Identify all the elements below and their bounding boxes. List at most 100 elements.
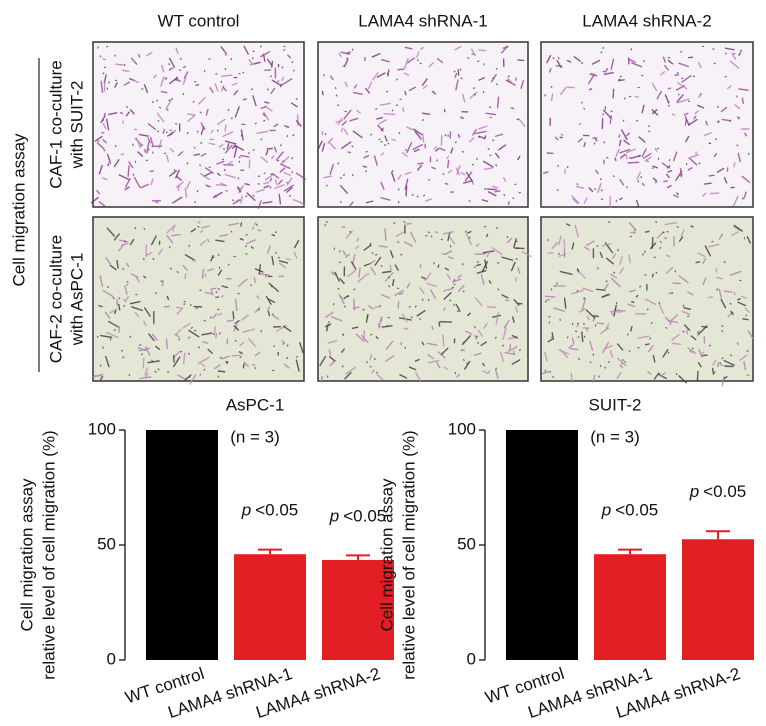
- cell: [507, 78, 514, 86]
- cell: [162, 128, 166, 135]
- cell: [737, 152, 741, 163]
- cell: [254, 268, 264, 273]
- cell: [478, 125, 488, 130]
- cell: [436, 362, 441, 369]
- p-text: <0.05: [703, 483, 746, 502]
- chart-title: SUIT-2: [589, 395, 642, 414]
- cell: [144, 372, 149, 378]
- y-tick-label: 100: [88, 419, 116, 438]
- cell: [98, 164, 103, 175]
- cell: [150, 136, 154, 146]
- cell: [389, 250, 394, 259]
- cell: [721, 357, 724, 360]
- cell: [207, 348, 213, 354]
- cell: [687, 167, 693, 171]
- cell: [506, 236, 509, 238]
- cell: [514, 345, 518, 349]
- cell: [248, 337, 256, 347]
- cell: [554, 136, 559, 141]
- cell: [216, 172, 221, 177]
- cell: [292, 199, 302, 204]
- cell: [652, 354, 656, 363]
- cell: [266, 245, 271, 254]
- cell: [260, 156, 269, 163]
- cell: [711, 367, 715, 375]
- cell: [384, 228, 387, 241]
- cell: [641, 104, 645, 114]
- cell: [720, 106, 728, 113]
- bar: [146, 430, 218, 660]
- cell: [575, 185, 585, 189]
- cell: [574, 224, 579, 238]
- cell: [403, 72, 410, 76]
- cell: [346, 51, 351, 54]
- p-value-label: p <0.05: [689, 483, 746, 502]
- cell: [250, 284, 252, 287]
- cell: [464, 360, 471, 370]
- cell: [244, 183, 251, 186]
- cell: [614, 157, 617, 162]
- cell: [566, 223, 571, 227]
- cell: [242, 363, 245, 369]
- cell: [349, 230, 352, 233]
- cell: [498, 144, 507, 151]
- cell: [697, 330, 700, 337]
- cell: [339, 277, 345, 285]
- cell: [558, 349, 570, 355]
- cell: [264, 101, 270, 104]
- cell: [581, 331, 584, 343]
- cell: [106, 227, 116, 237]
- cell: [255, 189, 265, 193]
- cell: [396, 78, 398, 81]
- cell: [154, 199, 159, 204]
- cell: [102, 177, 108, 181]
- cell: [99, 375, 104, 381]
- cell: [460, 77, 463, 80]
- cell: [341, 120, 347, 126]
- cell: [642, 253, 645, 256]
- cell: [355, 333, 365, 343]
- cell: [337, 287, 340, 290]
- cell: [454, 45, 462, 51]
- cell: [165, 338, 168, 350]
- cell: [701, 351, 705, 355]
- cell: [230, 230, 233, 233]
- cell: [670, 314, 678, 322]
- cell: [263, 181, 270, 185]
- cell: [747, 152, 750, 155]
- cell: [681, 310, 691, 316]
- cell: [265, 295, 272, 305]
- cell: [139, 376, 152, 380]
- cell: [345, 230, 353, 239]
- cell: [708, 174, 715, 177]
- p-symbol: p: [241, 501, 251, 520]
- cell: [105, 257, 112, 265]
- cell: [330, 75, 334, 81]
- cell: [487, 370, 491, 374]
- cell: [449, 236, 456, 245]
- cell: [274, 179, 278, 186]
- cell: [224, 144, 233, 154]
- cell: [202, 126, 206, 130]
- cell: [513, 299, 520, 306]
- cell: [90, 196, 99, 204]
- cell: [583, 197, 588, 204]
- cell: [99, 275, 104, 288]
- cell: [517, 267, 521, 274]
- cell: [566, 336, 569, 339]
- cell: [679, 168, 683, 178]
- cell: [635, 294, 639, 298]
- cell: [118, 303, 121, 311]
- cell: [406, 126, 414, 131]
- cell: [281, 340, 286, 344]
- cell: [721, 376, 725, 387]
- cell: [655, 271, 658, 274]
- cell: [447, 256, 455, 260]
- cell: [495, 67, 498, 70]
- cell: [380, 181, 385, 190]
- cell: [483, 135, 487, 140]
- cell: [320, 375, 324, 383]
- cell: [403, 241, 414, 247]
- cell: [368, 305, 374, 310]
- cell: [210, 255, 214, 262]
